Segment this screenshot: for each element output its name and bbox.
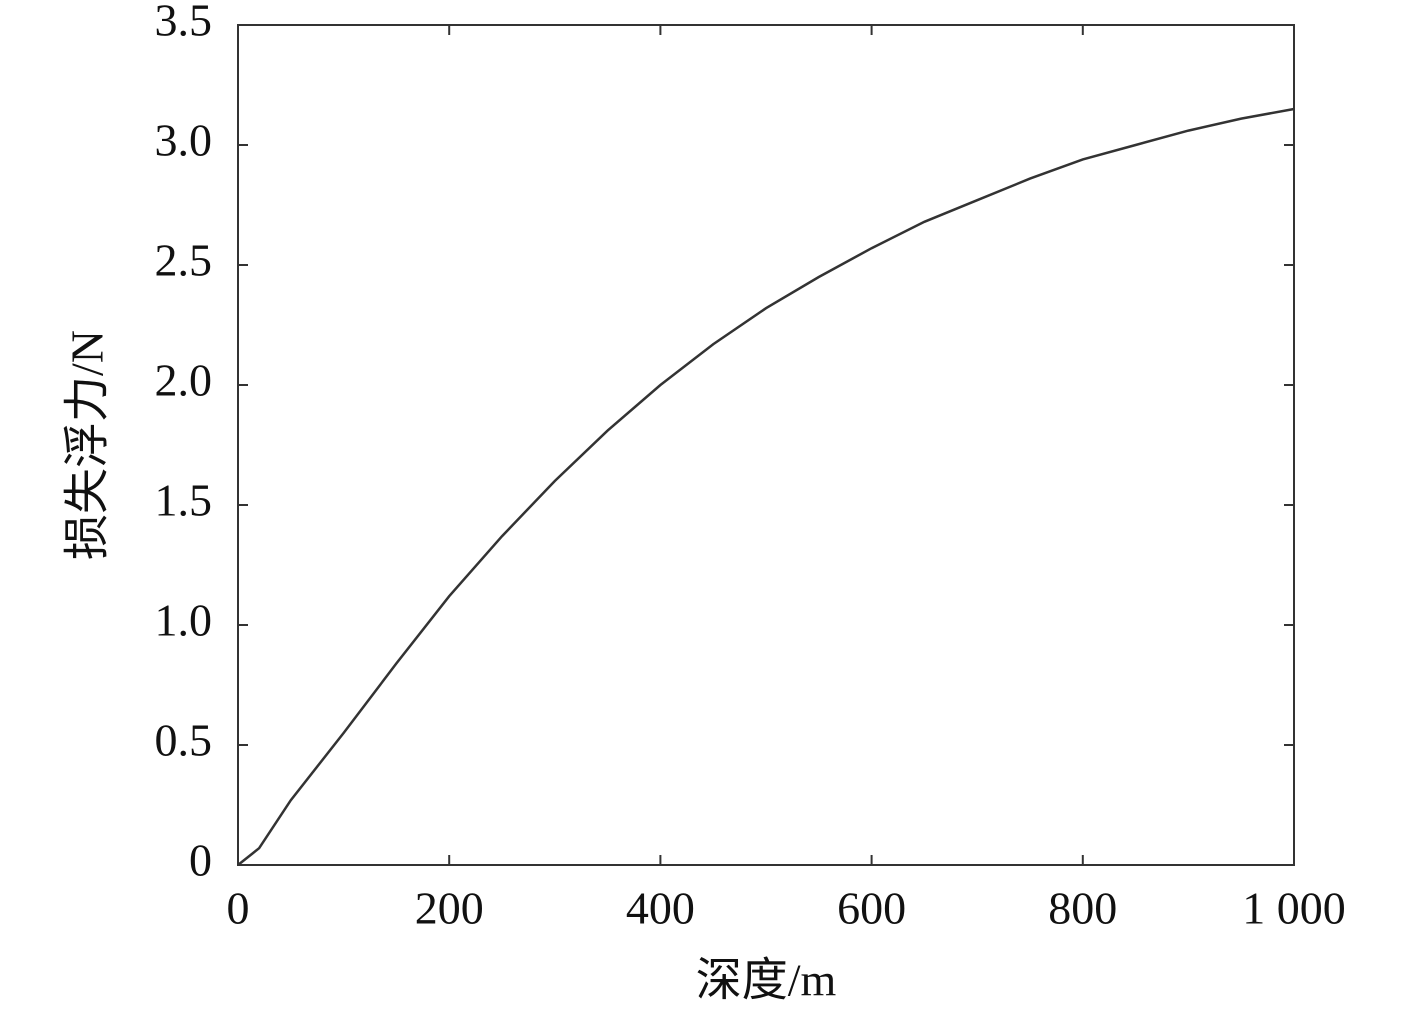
y-tick-label: 0.5 (155, 715, 213, 766)
data-line (237, 107, 1295, 866)
y-axis-label: 损失浮力/N (62, 330, 113, 560)
y-tick-label: 2.5 (155, 235, 213, 286)
x-axis-label: 深度/m (696, 955, 837, 1006)
y-tick-label: 0 (189, 835, 212, 886)
plot-frame (237, 24, 1295, 866)
y-tick-label: 3.5 (155, 0, 213, 46)
x-tick-label: 0 (227, 883, 250, 934)
x-tick-label: 1 000 (1242, 883, 1346, 934)
x-tick-label: 400 (626, 883, 695, 934)
y-tick-label: 3.0 (155, 115, 213, 166)
y-tick-label: 2.0 (155, 355, 213, 406)
x-tick-label: 800 (1048, 883, 1117, 934)
y-tick-label: 1.5 (155, 475, 213, 526)
y-tick-label: 1.0 (155, 595, 213, 646)
x-tick-label: 200 (415, 883, 484, 934)
x-tick-label: 600 (837, 883, 906, 934)
